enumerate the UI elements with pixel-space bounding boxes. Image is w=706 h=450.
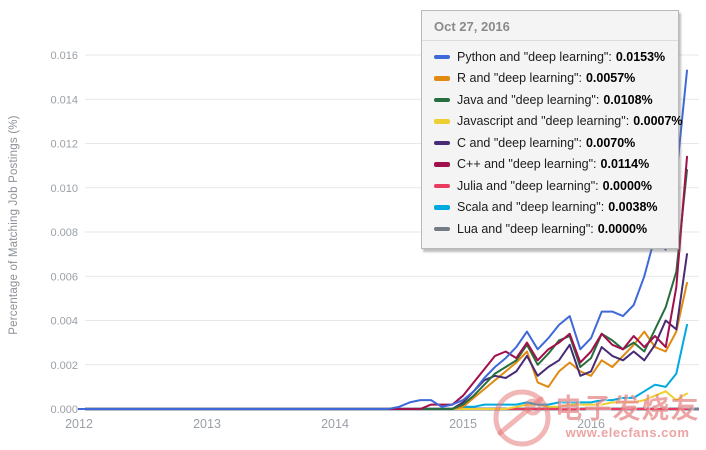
series-color-swatch [434,226,450,231]
tooltip-row: Scala and "deep learning": 0.0038% [434,197,666,219]
series-value: 0.0000% [602,178,652,193]
tooltip-row: Python and "deep learning": 0.0153% [434,46,666,68]
series-color-swatch [434,119,450,124]
series-value: 0.0000% [597,221,648,236]
hover-tooltip: Oct 27, 2016 Python and "deep learning":… [421,10,683,249]
y-tick-label: 0.004 [50,316,78,328]
series-label: Java and "deep learning": [457,92,600,107]
series-value: 0.0038% [608,200,658,215]
tooltip-row: Javascript and "deep learning": 0.0007% [434,111,683,133]
series-color-swatch [434,97,450,102]
series-line-c [78,253,688,410]
series-label: Lua and "deep learning": [457,221,594,236]
y-tick-label: 0.002 [50,360,78,372]
y-tick-label: 0.010 [50,183,78,195]
series-color-swatch [434,205,450,210]
series-value: 0.0057% [585,71,636,86]
series-value: 0.0108% [603,92,653,107]
tooltip-row: R and "deep learning": 0.0057% [434,68,666,90]
series-value: 0.0114% [600,157,650,172]
x-tick-label: 2013 [193,417,221,431]
y-tick-label: 0.000 [50,404,78,416]
y-tick-label: 0.016 [50,50,78,62]
series-value: 0.0007% [633,114,683,129]
y-tick-label: 0.014 [50,94,78,106]
series-color-swatch [434,140,450,145]
series-color-swatch [434,76,450,81]
y-tick-label: 0.006 [50,271,78,283]
x-tick-label: 2014 [321,417,349,431]
tooltip-rows: Python and "deep learning": 0.0153% R and … [422,41,683,248]
series-line-javascript [78,390,688,410]
series-color-swatch [434,183,450,188]
series-label: Scala and "deep learning": [457,200,605,215]
series-color-swatch [434,54,450,59]
series-label: Julia and "deep learning": [457,178,599,193]
series-label: Javascript and "deep learning": [457,114,630,129]
tooltip-row: C++ and "deep learning": 0.0114% [434,154,666,176]
series-label: Python and "deep learning": [457,49,612,64]
series-label: R and "deep learning": [457,71,582,86]
tooltip-row: Java and "deep learning": 0.0108% [434,89,666,111]
series-value: 0.0153% [615,49,666,64]
series-line-scala [78,323,688,410]
tooltip-row: Julia and "deep learning": 0.0000% [434,175,666,197]
series-value: 0.0070% [585,135,636,150]
tooltip-date: Oct 27, 2016 [422,11,678,41]
tooltip-row: Lua and "deep learning": 0.0000% [434,218,666,240]
series-line-python [78,69,688,410]
series-label: C++ and "deep learning": [457,157,597,172]
series-color-swatch [434,162,450,167]
y-tick-label: 0.012 [50,139,78,151]
x-tick-label: 2016 [577,417,605,431]
x-tick-label: 2012 [65,417,93,431]
x-tick-label: 2015 [449,417,477,431]
y-tick-label: 0.008 [50,227,78,239]
tooltip-row: C and "deep learning": 0.0070% [434,132,666,154]
series-label: C and "deep learning": [457,135,582,150]
